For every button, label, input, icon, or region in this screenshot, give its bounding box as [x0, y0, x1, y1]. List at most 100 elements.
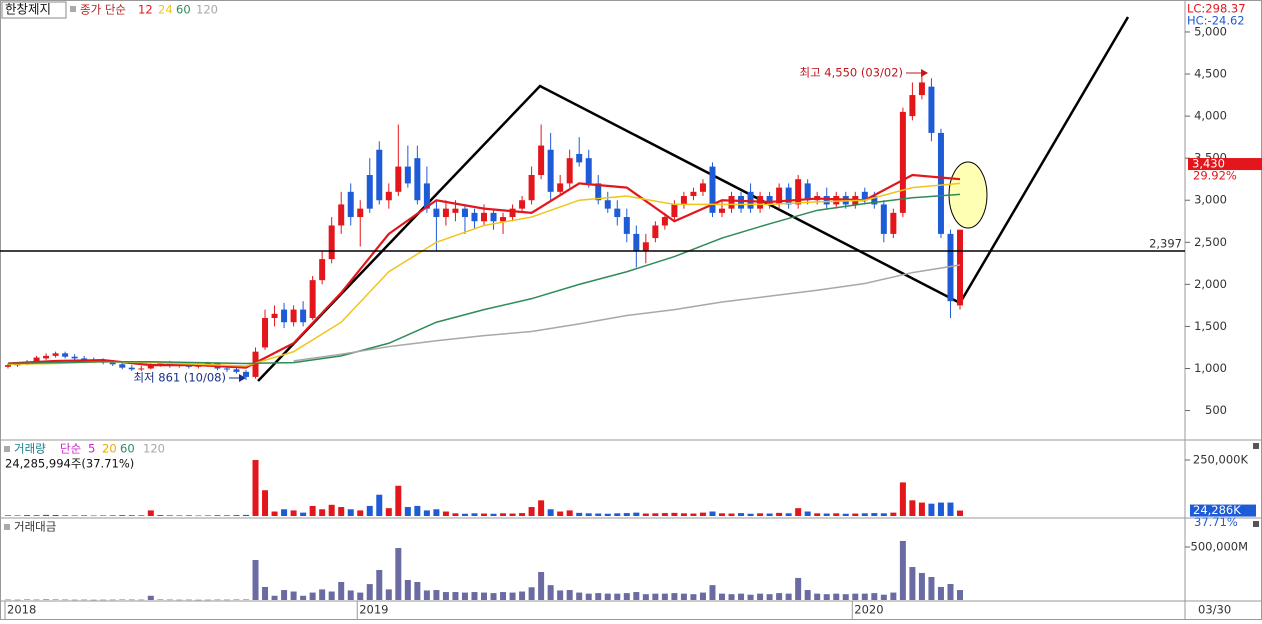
- bar: [757, 593, 764, 600]
- last-volume-label: 24,286K: [1193, 503, 1241, 517]
- bar: [52, 514, 59, 516]
- candle-body: [804, 183, 811, 201]
- bar: [680, 513, 687, 516]
- candle-body: [947, 233, 954, 302]
- candle-body: [604, 200, 611, 209]
- bar: [652, 593, 659, 600]
- candle-body: [890, 212, 897, 234]
- last-volume-marker: [1190, 504, 1256, 517]
- candle-body: [233, 369, 240, 372]
- bar: [738, 593, 745, 600]
- bar: [519, 513, 526, 516]
- bar: [395, 548, 402, 600]
- panel-close[interactable]: [1253, 443, 1259, 449]
- candle-body: [414, 158, 421, 201]
- bar: [290, 510, 297, 516]
- bar: [262, 586, 269, 600]
- bar: [176, 599, 183, 601]
- bar: [880, 594, 887, 600]
- moving-average: [7, 182, 961, 367]
- last-price-label: 3,430: [1192, 157, 1225, 171]
- bar: [319, 589, 326, 600]
- bar: [338, 581, 345, 600]
- legend-icon: [4, 524, 10, 530]
- bar: [271, 511, 278, 516]
- candle-body: [642, 242, 649, 251]
- candle-body: [918, 82, 925, 96]
- bar: [185, 599, 192, 601]
- bar: [414, 505, 421, 516]
- bar: [33, 515, 40, 516]
- legend-entry: 24: [158, 3, 173, 17]
- legend-entry: 60: [176, 3, 191, 17]
- bar: [319, 509, 326, 516]
- bar: [138, 599, 145, 601]
- bar: [195, 599, 202, 601]
- bar: [100, 599, 107, 601]
- volume-ma-label: 단순: [60, 442, 81, 456]
- low-arrow-head: [239, 374, 246, 382]
- bar: [43, 599, 50, 600]
- candle-body: [766, 196, 773, 205]
- bar: [309, 592, 316, 600]
- bar: [461, 513, 468, 516]
- bar: [680, 593, 687, 600]
- moving-average: [293, 264, 961, 362]
- bar: [671, 593, 678, 600]
- bar: [119, 599, 126, 601]
- candle-body: [328, 225, 335, 260]
- bar: [776, 593, 783, 600]
- bar: [166, 515, 173, 516]
- bar: [547, 509, 554, 516]
- bar: [528, 507, 535, 516]
- candle-body: [937, 132, 944, 234]
- bar: [652, 513, 659, 516]
- candle-body: [128, 367, 135, 370]
- candle-body: [62, 353, 69, 357]
- bar: [709, 511, 716, 516]
- candle-body: [300, 309, 307, 323]
- bar: [128, 515, 135, 516]
- bar: [204, 599, 211, 601]
- candle-body: [547, 149, 554, 192]
- bar: [595, 513, 602, 516]
- bar: [300, 512, 307, 516]
- bar: [376, 569, 383, 600]
- candle-body: [509, 208, 516, 218]
- candle-body: [385, 191, 392, 201]
- bar: [366, 584, 373, 600]
- candle-body: [423, 183, 430, 209]
- high-annotation: 최고 4,550 (03/02): [799, 66, 903, 80]
- bar: [433, 509, 440, 516]
- panel-close[interactable]: [1253, 521, 1259, 527]
- bar: [385, 589, 392, 600]
- y-tick-label: 500: [1205, 403, 1227, 417]
- candle-body: [957, 229, 963, 306]
- y-tick-label: 250,000K: [1193, 453, 1249, 467]
- bar: [490, 593, 497, 600]
- bar: [252, 460, 259, 516]
- bar: [71, 599, 78, 601]
- bar: [404, 507, 411, 516]
- bar: [576, 592, 583, 600]
- bar: [871, 513, 878, 516]
- bar: [557, 511, 564, 516]
- candle-body: [776, 187, 783, 205]
- bar: [642, 594, 649, 600]
- hc-label: HC:-24.62: [1187, 14, 1245, 28]
- bar: [928, 503, 935, 516]
- bar: [937, 502, 944, 516]
- candle-body: [81, 358, 88, 361]
- bar: [747, 594, 754, 600]
- last-change: 29.92%: [1193, 169, 1237, 183]
- bar: [262, 490, 269, 516]
- candle-body: [871, 196, 878, 205]
- bar: [614, 593, 621, 600]
- bar: [185, 515, 192, 516]
- bar: [128, 599, 135, 601]
- bar: [719, 513, 725, 516]
- candle-body: [433, 208, 440, 218]
- bar: [281, 509, 288, 516]
- bar: [404, 579, 411, 600]
- bar: [709, 585, 716, 600]
